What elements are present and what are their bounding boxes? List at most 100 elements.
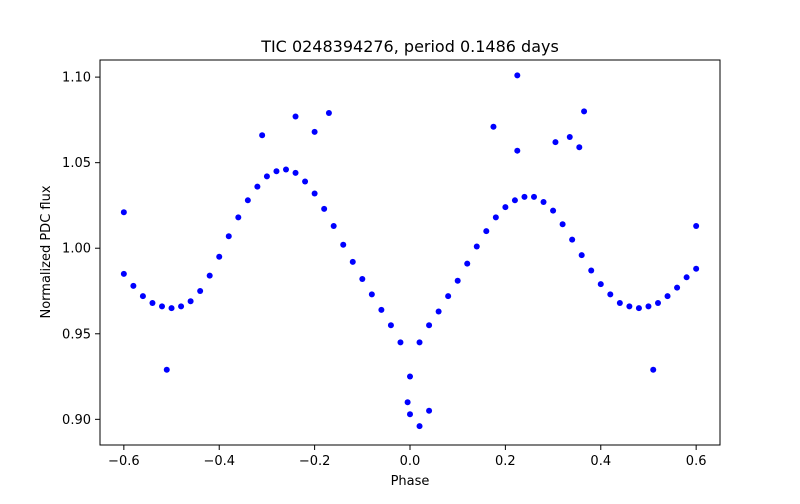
outlier-point [514,72,521,79]
outlier-point [416,423,423,430]
data-point [263,173,270,180]
outlier-point [693,222,700,229]
y-ticks: 0.90 0.95 1.00 1.05 1.10 [62,71,100,428]
outlier-point [576,144,583,151]
data-point [569,236,576,243]
data-point [168,305,175,312]
y-tick-label: 1.05 [62,156,91,171]
data-point [454,277,461,284]
y-tick-label: 0.90 [62,413,91,428]
outlier-point [650,366,657,373]
outlier-point [581,108,588,115]
data-point [578,252,585,259]
data-point [674,284,681,291]
data-point [302,178,309,185]
data-point [511,197,518,204]
outlier-point [404,399,411,406]
data-point [521,193,528,200]
data-point [445,293,452,300]
y-tick-label: 0.95 [62,327,91,342]
data-point [492,214,499,221]
data-point [120,270,127,277]
data-point [473,243,480,250]
data-point [216,253,223,260]
data-point [159,303,165,310]
outlier-point [259,132,266,139]
data-point [178,303,185,310]
data-point [683,274,690,281]
x-tick-label: 0.6 [686,454,707,469]
data-point [254,183,261,190]
outlier-point [120,209,127,216]
data-point [416,339,423,346]
outlier-point [325,110,332,117]
y-tick-label: 1.10 [62,71,91,86]
data-point [225,233,232,240]
outlier-point [490,123,497,130]
data-point [588,267,595,274]
y-axis-label: Normalized PDC flux [39,185,54,318]
outlier-point [311,128,318,135]
data-point [330,222,337,229]
data-point [559,221,566,228]
data-point [397,339,404,346]
data-point [197,288,204,294]
data-point [483,228,490,235]
x-tick-label: −0.2 [299,454,331,469]
data-point [368,291,375,298]
data-point [130,282,137,289]
data-point [664,293,671,300]
outlier-point [566,134,573,140]
data-point [139,293,146,300]
data-point [502,204,509,211]
data-point [206,272,213,279]
data-point [464,260,471,267]
outlier-point [552,139,559,146]
data-point [597,281,604,288]
data-point [407,373,413,380]
x-tick-label: −0.4 [203,454,235,469]
data-point [645,303,652,310]
y-tick-label: 1.00 [62,242,91,257]
data-point [550,207,557,214]
data-points [120,72,700,430]
data-point [359,276,366,283]
data-point [321,205,328,212]
x-axis-label: Phase [391,474,430,489]
data-point [426,322,433,329]
data-point [283,166,289,173]
data-point [531,193,537,200]
x-ticks: −0.6 −0.4 −0.2 0.0 0.2 0.4 0.6 [108,445,706,469]
data-point [292,169,299,176]
x-tick-label: 0.2 [495,454,516,469]
data-point [349,258,356,265]
data-point [273,168,280,175]
x-tick-label: −0.6 [108,454,140,469]
data-point [655,299,661,306]
outlier-point [292,113,299,120]
data-point [435,308,442,315]
data-point [387,322,394,329]
outlier-point [426,407,433,414]
x-tick-label: 0.4 [590,454,611,469]
outlier-point [407,411,413,418]
data-point [244,197,251,204]
data-point [540,199,547,206]
data-point [626,303,633,310]
data-point [187,298,194,305]
outlier-point [163,366,170,373]
x-tick-label: 0.0 [400,454,421,469]
data-point [235,214,242,221]
data-point [616,299,623,306]
data-point [149,299,156,306]
data-point [635,305,642,312]
data-point [311,190,318,197]
data-point [340,241,347,248]
data-point [693,265,700,272]
chart-title: TIC 0248394276, period 0.1486 days [260,37,559,56]
data-point [607,291,614,298]
data-point [378,306,385,313]
